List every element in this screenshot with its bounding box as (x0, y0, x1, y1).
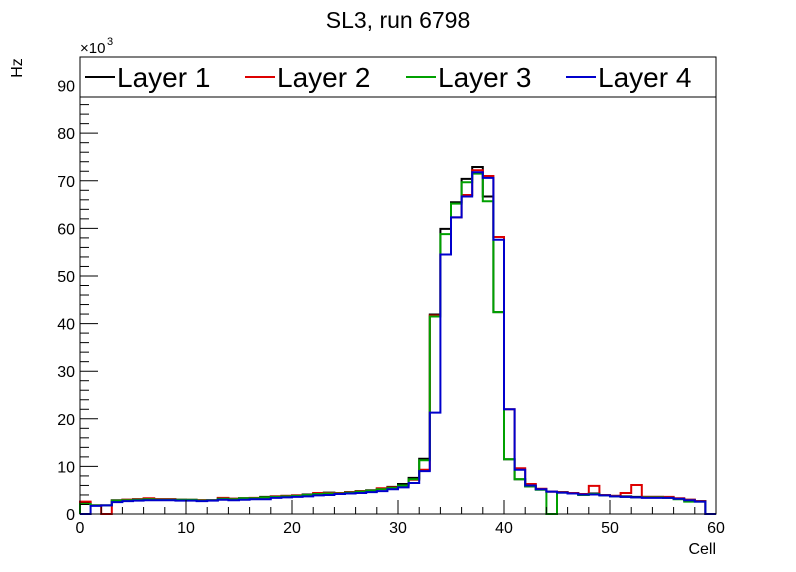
y-multiplier: ×10 3 (80, 36, 113, 57)
y-tick-label: 30 (57, 364, 75, 381)
series-line-layer-2 (79, 169, 716, 515)
x-axis: 0 10 20 30 40 50 60 (76, 500, 725, 537)
y-multiplier-base: ×10 (80, 40, 105, 57)
legend-entry-layer-3: Layer 3 (406, 62, 531, 93)
x-tick-label: 60 (707, 520, 725, 537)
series-line-layer-4 (80, 171, 716, 515)
legend-label: Layer 2 (277, 62, 370, 93)
x-tick-label: 40 (495, 520, 513, 537)
y-tick-label: 70 (57, 174, 75, 191)
legend-label: Layer 1 (117, 62, 210, 93)
legend-label: Layer 4 (598, 62, 691, 93)
series-line-layer-3 (79, 172, 716, 515)
legend-entry-layer-4: Layer 4 (566, 62, 691, 93)
y-axis: 0 10 20 30 40 50 60 70 80 90 (57, 56, 98, 524)
y-tick-label: 20 (57, 412, 75, 429)
legend-box (79, 56, 717, 98)
y-tick-label: 60 (57, 221, 75, 238)
y-tick-label: 80 (57, 126, 75, 143)
plot-frame (79, 56, 717, 515)
y-tick-label: 10 (57, 459, 75, 476)
x-tick-label: 30 (389, 520, 407, 537)
y-tick-label: 50 (57, 269, 75, 286)
chart-title: SL3, run 6798 (326, 7, 471, 33)
legend: Layer 1 Layer 2 Layer 3 Layer 4 (79, 56, 717, 98)
y-tick-label: 40 (57, 317, 75, 334)
legend-entry-layer-1: Layer 1 (85, 62, 210, 93)
y-axis-label: Hz (9, 58, 26, 78)
y-tick-label: 0 (66, 507, 75, 524)
series-layer (79, 165, 716, 515)
series-line-layer-1 (79, 165, 716, 515)
x-tick-label: 20 (283, 520, 301, 537)
x-axis-label: Cell (688, 541, 716, 558)
x-tick-label: 10 (177, 520, 195, 537)
x-tick-label: 50 (601, 520, 619, 537)
legend-entry-layer-2: Layer 2 (245, 62, 370, 93)
y-tick-label: 90 (57, 79, 75, 96)
legend-label: Layer 3 (438, 62, 531, 93)
y-multiplier-exponent: 3 (107, 36, 113, 48)
x-tick-label: 0 (76, 520, 85, 537)
